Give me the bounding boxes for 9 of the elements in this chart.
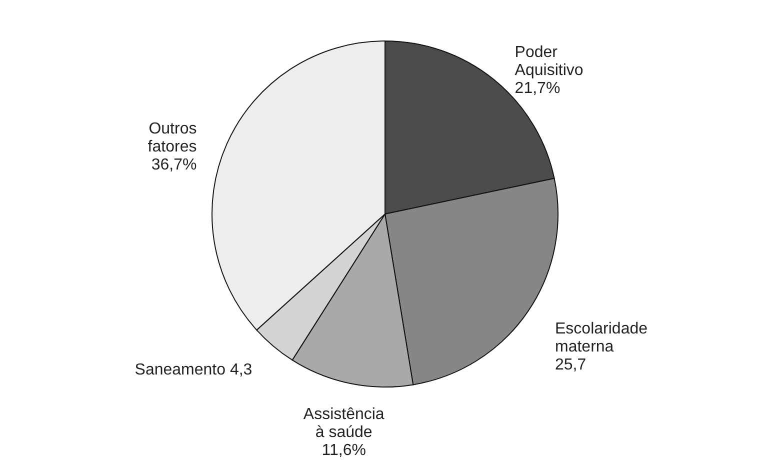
slice-label: Outros fatores (148, 120, 197, 156)
data-label: 11,6% (322, 442, 366, 459)
slice-label: Escolaridade materna (555, 320, 648, 356)
data-label: 36,7% (151, 156, 197, 174)
slice-label: Saneamento 4,3 (134, 361, 252, 378)
data-label: 21,7% (514, 80, 560, 98)
slice-label: Poder Aquisitivo (514, 44, 584, 80)
data-label: 25,7 (555, 356, 586, 374)
slice-label: Assistência à saúde (303, 406, 384, 441)
